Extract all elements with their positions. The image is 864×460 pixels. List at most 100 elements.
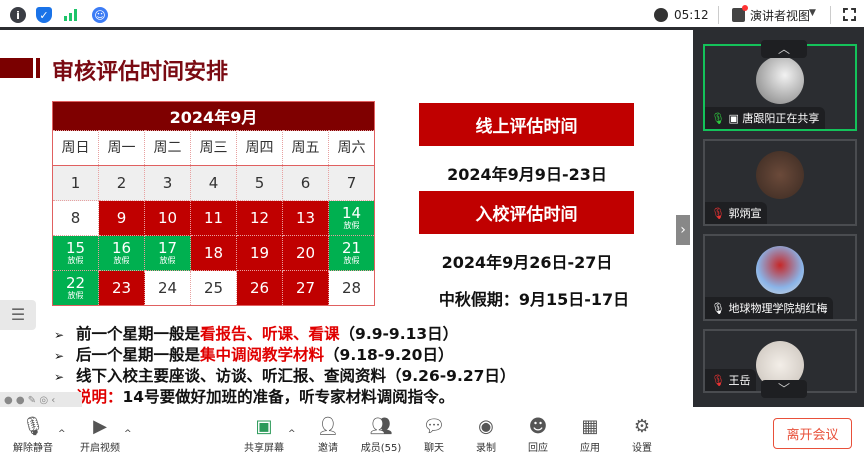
participant-name: 王岳 bbox=[728, 374, 751, 387]
chevron-down-icon[interactable]: ▼ bbox=[809, 8, 816, 18]
calendar-day: 2 bbox=[98, 165, 145, 201]
calendar-week-row: 15 放假 16 放假 17 放假 18 19 20 21 放假 bbox=[52, 235, 375, 271]
unmute-button[interactable]: 🎙︎ 解除静音 bbox=[5, 415, 61, 454]
arrow-bullet-icon: ➢ bbox=[54, 349, 65, 363]
holiday-date: 中秋假期：9月15日-17日 bbox=[438, 290, 630, 309]
record-icon: ◉ bbox=[478, 416, 494, 437]
day-number: 23 bbox=[111, 278, 132, 297]
participant-panel: › 🎙︎ ▣ 唐跟阳正在共享 🎙︎ 郭炳宣 🎙︎ 地球物理学院胡红梅 🎙︎ 王岳 ︿ … bbox=[676, 30, 864, 407]
bullet-highlight: 集中调阅教学材料 bbox=[200, 346, 325, 364]
weekday-header: 周六 bbox=[328, 130, 375, 166]
leave-meeting-button[interactable]: 离开会议 bbox=[773, 418, 852, 449]
calendar-day: 24 bbox=[144, 270, 191, 306]
day-number: 20 bbox=[295, 243, 316, 262]
calendar-day: 13 bbox=[282, 200, 329, 236]
bullet-item: ➢ 后一个星期一般是集中调阅教学材料（9.18-9.20日） bbox=[54, 343, 453, 365]
bullet-text-tail: （9.18-9.20日） bbox=[324, 346, 454, 364]
holiday-note: 放假 bbox=[159, 256, 176, 265]
day-number: 11 bbox=[203, 208, 224, 227]
participant-name: 唐跟阳正在共享 bbox=[742, 112, 820, 125]
reaction-icon: ☻ bbox=[528, 416, 548, 437]
annotation-toolbar[interactable]: ● ● ✎ ◎ ‹ bbox=[0, 392, 82, 407]
apps-button[interactable]: ▦ 应用 bbox=[562, 415, 618, 454]
day-number: 15 bbox=[65, 239, 86, 257]
participant-tile[interactable]: 🎙︎ 郭炳宣 bbox=[703, 139, 857, 226]
day-number: 22 bbox=[65, 274, 86, 292]
participant-name-tag: 🎙︎ ▣ 唐跟阳正在共享 bbox=[705, 107, 826, 129]
bullet-highlight: 看报告、听课、看课 bbox=[200, 325, 340, 343]
calendar: 2024年9月 周日 周一 周二 周三 周四 周五 周六 1 2 3 4 5 6 7 8 9 10 11 12 13… bbox=[52, 101, 375, 306]
day-number: 19 bbox=[249, 243, 270, 262]
weekday-header: 周三 bbox=[190, 130, 237, 166]
slide-list-icon[interactable]: ☰ bbox=[0, 300, 36, 330]
weekday-header: 周二 bbox=[144, 130, 191, 166]
day-number: 17 bbox=[157, 239, 178, 257]
audio-options-caret[interactable]: ^ bbox=[58, 429, 66, 439]
top-bar: i ✓ ☺ 05:12 演讲者视图 ▼ bbox=[0, 0, 864, 30]
scroll-up-button[interactable]: ︿ bbox=[761, 40, 807, 58]
mic-muted-icon: 🎙︎ bbox=[711, 374, 725, 387]
calendar-header: 2024年9月 bbox=[52, 101, 375, 131]
bullet-text-tail: 14号要做好加班的准备，听专家材料调阅指令。 bbox=[122, 388, 455, 406]
participant-name-tag: 🎙︎ 郭炳宣 bbox=[705, 202, 768, 224]
bullet-text: 前一个星期一般是 bbox=[76, 325, 201, 343]
assistant-icon[interactable]: ☺ bbox=[92, 7, 108, 23]
members-button[interactable]: 👥︎ 成员(55) bbox=[353, 415, 409, 454]
gear-icon: ⚙︎ bbox=[633, 416, 651, 437]
onsite-eval-date: 2024年9月26日-27日 bbox=[441, 253, 613, 272]
day-number: 21 bbox=[341, 239, 362, 257]
calendar-week-row: 8 9 10 11 12 13 14 放假 bbox=[52, 200, 375, 236]
scroll-down-button[interactable]: ﹀ bbox=[761, 380, 807, 398]
participant-name: 地球物理学院胡红梅 bbox=[728, 302, 828, 315]
day-number: 16 bbox=[111, 239, 132, 257]
presenter-view-icon[interactable] bbox=[732, 5, 748, 22]
react-button[interactable]: ☻ 回应 bbox=[510, 415, 566, 454]
share-options-caret[interactable]: ^ bbox=[288, 429, 296, 439]
participant-tile[interactable]: 🎙︎ ▣ 唐跟阳正在共享 bbox=[703, 44, 857, 131]
calendar-day: 27 bbox=[282, 270, 329, 306]
participant-tile[interactable]: 🎙︎ 地球物理学院胡红梅 bbox=[703, 234, 857, 321]
participant-name: 郭炳宣 bbox=[728, 207, 762, 220]
presenter-view-button[interactable]: 演讲者视图 bbox=[750, 9, 811, 23]
calendar-day: 9 bbox=[98, 200, 145, 236]
video-options-caret[interactable]: ^ bbox=[124, 429, 132, 439]
camera-off-icon: ▶︎ bbox=[93, 416, 107, 437]
signal-icon[interactable] bbox=[64, 9, 78, 21]
invite-button[interactable]: 👤︎ 邀请 bbox=[300, 415, 356, 454]
fullscreen-icon[interactable] bbox=[843, 8, 856, 21]
day-number: 7 bbox=[346, 173, 357, 192]
record-button[interactable]: ◉ 录制 bbox=[458, 415, 514, 454]
collapse-panel-button[interactable]: › bbox=[676, 215, 690, 245]
participant-name-tag: 🎙︎ 地球物理学院胡红梅 bbox=[705, 297, 834, 319]
holiday-note: 放假 bbox=[67, 256, 84, 265]
calendar-day: 8 bbox=[52, 200, 99, 236]
holiday-note: 放假 bbox=[113, 256, 130, 265]
chat-button[interactable]: 💬︎ 聊天 bbox=[406, 415, 462, 454]
shield-check-icon[interactable]: ✓ bbox=[36, 7, 52, 23]
calendar-day: 28 bbox=[328, 270, 375, 306]
calendar-day: 4 bbox=[190, 165, 237, 201]
calendar-day: 12 bbox=[236, 200, 283, 236]
day-number: 9 bbox=[116, 208, 127, 227]
clock-icon bbox=[654, 8, 668, 22]
calendar-day: 23 bbox=[98, 270, 145, 306]
arrow-bullet-icon: ➢ bbox=[54, 328, 65, 342]
start-video-button[interactable]: ▶︎ 开启视频 bbox=[72, 415, 128, 454]
share-screen-button[interactable]: ▣ 共享屏幕 bbox=[236, 415, 292, 454]
mic-muted-icon: 🎙︎ bbox=[711, 207, 725, 220]
calendar-day: 26 bbox=[236, 270, 283, 306]
calendar-day: 3 bbox=[144, 165, 191, 201]
calendar-day: 10 bbox=[144, 200, 191, 236]
bullet-highlight: 说明： bbox=[76, 388, 123, 406]
bullet-item: ➢ 线下入校主要座谈、访谈、听汇报、查阅资料（9.26-9.27日） bbox=[54, 364, 515, 386]
settings-button[interactable]: ⚙︎ 设置 bbox=[614, 415, 670, 454]
day-number: 13 bbox=[295, 208, 316, 227]
calendar-day: 16 放假 bbox=[98, 235, 145, 271]
day-number: 26 bbox=[249, 278, 270, 297]
info-icon[interactable]: i bbox=[10, 7, 26, 23]
day-number: 6 bbox=[300, 173, 311, 192]
arrow-bullet-icon: ➢ bbox=[54, 370, 65, 384]
title-decoration bbox=[0, 58, 33, 78]
online-eval-date: 2024年9月9日-23日 bbox=[447, 165, 607, 184]
slide-title: 审核评估时间安排 bbox=[52, 60, 229, 85]
